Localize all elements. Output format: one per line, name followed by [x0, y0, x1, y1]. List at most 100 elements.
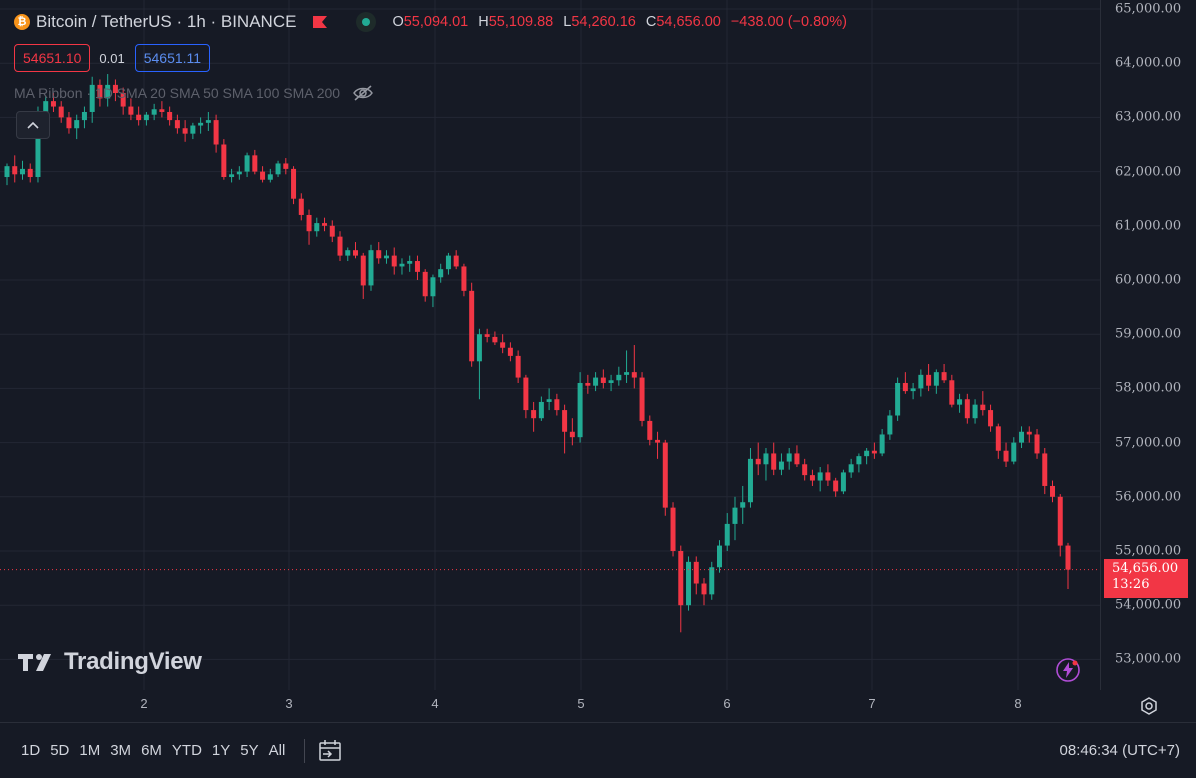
- candle-body: [112, 84, 118, 94]
- candle-body: [89, 84, 95, 112]
- candle-body: [809, 475, 815, 481]
- range-button-6m[interactable]: 6M: [141, 742, 162, 759]
- candle-body: [964, 399, 970, 419]
- calendar-goto-icon[interactable]: [317, 739, 343, 763]
- candle-body: [662, 442, 668, 508]
- clock-timezone[interactable]: 08:46:34 (UTC+7): [1059, 742, 1180, 759]
- indicator-legend[interactable]: MA Ribbon · 1D SMA 20 SMA 50 SMA 100 SMA…: [14, 85, 374, 101]
- candle-body: [267, 174, 273, 180]
- candle-body: [624, 372, 630, 375]
- price-tick-label: 54,000.00: [1115, 597, 1182, 613]
- candle-body: [546, 399, 552, 402]
- candle-body: [864, 450, 870, 457]
- candle-body: [631, 372, 637, 378]
- candle-body: [399, 263, 405, 267]
- range-button-3m[interactable]: 3M: [110, 742, 132, 759]
- candle-body: [794, 453, 800, 465]
- candle-body: [120, 93, 126, 107]
- candle-body: [678, 551, 684, 606]
- candle-body: [353, 250, 359, 256]
- candle-body: [716, 545, 722, 568]
- price-axis[interactable]: 65,000.00 64,000.00 63,000.00 62,000.00 61,0…: [1100, 0, 1196, 690]
- candle-body: [461, 266, 467, 291]
- candle-body: [786, 453, 792, 462]
- price-tick-label: 64,000.00: [1115, 55, 1182, 71]
- candle-body: [4, 166, 10, 178]
- sell-button[interactable]: 54651.10: [14, 44, 91, 72]
- price-tick-label: 61,000.00: [1115, 218, 1182, 234]
- candle-body: [236, 171, 242, 175]
- candle-body: [128, 106, 134, 115]
- candle-body: [12, 166, 18, 175]
- candle-body: [1050, 485, 1056, 497]
- range-button-5y[interactable]: 5Y: [240, 742, 259, 759]
- settings-icon[interactable]: [1139, 696, 1159, 716]
- ohlc-low-key: L: [563, 14, 572, 30]
- ohlc-close-value: 54,656.00: [656, 14, 721, 30]
- ohlc-values: O55,094.01 H55,109.88 L54,260.16 C54,656…: [392, 14, 846, 30]
- candle-body: [244, 155, 250, 172]
- flash-icon[interactable]: [1055, 657, 1081, 683]
- candle-body: [74, 120, 80, 129]
- range-button-1m[interactable]: 1M: [79, 742, 101, 759]
- ohlc-open-key: O: [392, 14, 404, 30]
- range-button-ytd[interactable]: YTD: [171, 742, 202, 759]
- candle-body: [732, 507, 738, 524]
- candle-body: [252, 155, 258, 172]
- candle-body: [314, 223, 320, 232]
- candle-body: [182, 128, 188, 134]
- candle-body: [980, 404, 986, 411]
- candle-body: [407, 261, 413, 264]
- ohlc-high-key: H: [478, 14, 489, 30]
- chart-pane[interactable]: [0, 0, 1100, 690]
- flag-icon[interactable]: [312, 15, 328, 29]
- buy-button[interactable]: 54651.11: [134, 44, 211, 72]
- candle-body: [600, 377, 606, 383]
- range-button-5d[interactable]: 5D: [50, 742, 70, 759]
- candle-body: [693, 561, 699, 584]
- price-tick-label: 60,000.00: [1115, 272, 1182, 288]
- time-axis[interactable]: 2 3 4 5 6 7 8: [0, 690, 1100, 720]
- candle-body: [608, 380, 614, 383]
- candle-body: [655, 439, 661, 443]
- candle-body: [554, 399, 560, 411]
- candle-body: [1011, 442, 1017, 462]
- price-tick-label: 57,000.00: [1115, 435, 1182, 451]
- candle-body: [1003, 450, 1009, 462]
- candle-body: [538, 401, 544, 419]
- candle-body: [174, 120, 180, 129]
- indicator-label[interactable]: MA Ribbon · 1D SMA 20 SMA 50 SMA 100 SMA…: [14, 85, 341, 101]
- eye-hidden-icon[interactable]: [352, 85, 374, 101]
- candle-body: [291, 168, 297, 199]
- range-button-all[interactable]: All: [268, 742, 286, 759]
- price-tick-label: 63,000.00: [1115, 109, 1182, 125]
- bar-countdown: 13:26: [1112, 577, 1150, 592]
- candle-body: [322, 223, 328, 226]
- candle-body: [949, 380, 955, 405]
- candle-body: [1057, 496, 1063, 546]
- collapse-legend-button[interactable]: [16, 111, 50, 139]
- candle-body: [360, 255, 366, 286]
- candle-body: [778, 461, 784, 470]
- candle-body: [686, 561, 692, 606]
- candle-body: [709, 567, 715, 595]
- price-tick-label: 59,000.00: [1115, 326, 1182, 342]
- candlestick-chart[interactable]: [0, 0, 1100, 690]
- tradingview-logo-icon: [18, 654, 51, 671]
- price-tick-label: 53,000.00: [1115, 651, 1182, 667]
- candle-body: [840, 472, 846, 492]
- candle-body: [97, 84, 103, 99]
- candle-body: [639, 377, 645, 421]
- range-button-1y[interactable]: 1Y: [211, 742, 231, 759]
- candle-body: [221, 144, 227, 178]
- candle-body: [926, 374, 932, 386]
- candle-body: [469, 290, 475, 362]
- last-price-label: 54,656.00 13:26: [1104, 559, 1188, 598]
- candle-body: [151, 109, 157, 115]
- candle-body: [848, 464, 854, 473]
- toolbar-divider: [304, 738, 306, 763]
- range-button-1d[interactable]: 1D: [21, 742, 41, 759]
- candle-body: [747, 458, 753, 503]
- symbol-title[interactable]: Bitcoin / TetherUS · 1h · BINANCE: [36, 12, 297, 31]
- candle-body: [895, 382, 901, 416]
